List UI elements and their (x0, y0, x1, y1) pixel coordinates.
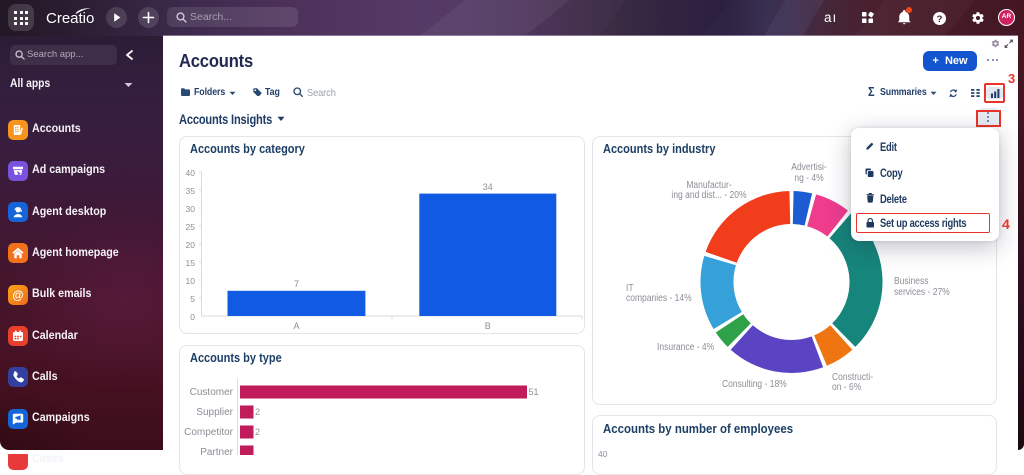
svg-text:?: ? (937, 13, 943, 24)
svg-text:@: @ (12, 289, 23, 301)
